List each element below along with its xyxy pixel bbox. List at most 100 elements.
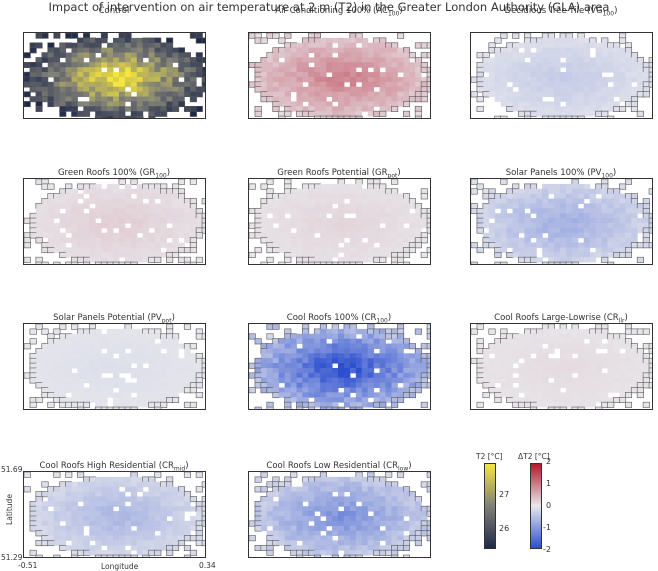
heatmap-cell bbox=[95, 402, 102, 408]
heatmap-cell bbox=[89, 506, 96, 512]
heatmap-cell bbox=[402, 338, 411, 345]
heatmap-cell bbox=[272, 515, 280, 522]
heatmap-cell bbox=[148, 392, 156, 398]
heatmap-cell bbox=[420, 357, 428, 364]
heatmap-cell bbox=[296, 47, 303, 54]
heatmap-cell bbox=[506, 367, 514, 374]
heatmap-cell bbox=[420, 193, 428, 200]
heatmap-cell bbox=[332, 358, 339, 364]
heatmap-cell bbox=[648, 222, 652, 229]
heatmap-cell bbox=[643, 76, 650, 83]
heatmap-cell bbox=[560, 353, 567, 359]
heatmap-cell bbox=[506, 377, 514, 384]
heatmap-cell bbox=[601, 76, 608, 83]
heatmap-cell bbox=[71, 520, 78, 527]
heatmap-cell bbox=[332, 62, 339, 68]
heatmap-cell bbox=[482, 203, 490, 210]
heatmap-cell bbox=[113, 72, 120, 78]
heatmap-cell bbox=[601, 387, 608, 393]
heatmap-cell bbox=[290, 358, 297, 364]
heatmap-cell bbox=[41, 377, 49, 384]
heatmap-cell bbox=[583, 333, 591, 340]
heatmap-cell bbox=[278, 222, 286, 229]
heatmap-cell bbox=[482, 193, 490, 200]
heatmap-cell bbox=[160, 496, 167, 502]
heatmap-cell bbox=[24, 242, 31, 249]
heatmap-cell bbox=[107, 520, 114, 527]
heatmap-cell bbox=[613, 42, 621, 49]
heatmap-cell bbox=[512, 401, 520, 408]
heatmap-cell bbox=[601, 218, 608, 224]
heatmap-cell bbox=[361, 353, 369, 359]
heatmap-cell bbox=[130, 338, 138, 345]
heatmap-cell bbox=[148, 101, 156, 107]
heatmap-cell bbox=[118, 111, 126, 117]
heatmap-cell bbox=[320, 198, 327, 204]
heatmap-cell bbox=[607, 101, 614, 107]
heatmap-cell bbox=[379, 198, 386, 204]
heatmap-cell bbox=[415, 232, 422, 239]
heatmap-cell bbox=[296, 511, 303, 517]
heatmap-cell bbox=[107, 91, 114, 97]
heatmap-cell bbox=[397, 515, 404, 522]
heatmap-cell bbox=[272, 33, 280, 39]
heatmap-cell bbox=[314, 515, 321, 522]
heatmap-cell bbox=[554, 203, 561, 209]
panel-title: Green Roofs Potential (GRpot) bbox=[277, 168, 401, 180]
heatmap-cell bbox=[136, 67, 144, 73]
heatmap-cell bbox=[349, 525, 357, 532]
heatmap-cell bbox=[397, 324, 405, 330]
heatmap-cell bbox=[302, 242, 309, 248]
heatmap-cell bbox=[101, 540, 108, 546]
heatmap-cell bbox=[332, 208, 339, 214]
heatmap-cell bbox=[302, 86, 309, 93]
heatmap-cell bbox=[266, 535, 274, 542]
heatmap-cell bbox=[308, 261, 316, 264]
heatmap-cell bbox=[524, 232, 531, 239]
heatmap-cell bbox=[624, 247, 633, 254]
heatmap-cell bbox=[136, 198, 144, 204]
heatmap-cell bbox=[471, 203, 478, 210]
heatmap-cell bbox=[101, 550, 108, 556]
heatmap-cell bbox=[385, 91, 392, 97]
heatmap-cell bbox=[29, 525, 37, 532]
heatmap-cell bbox=[53, 96, 61, 102]
heatmap-cell bbox=[266, 57, 274, 63]
heatmap-cell bbox=[397, 251, 405, 258]
heatmap-cell bbox=[89, 535, 96, 541]
heatmap-cell bbox=[577, 101, 585, 107]
heatmap-cell bbox=[500, 62, 508, 68]
heatmap-cell bbox=[284, 208, 292, 214]
heatmap-cell bbox=[355, 247, 363, 253]
heatmap-cell bbox=[107, 62, 114, 68]
heatmap-cell bbox=[355, 237, 363, 243]
heatmap-cell bbox=[83, 76, 90, 83]
heatmap-cell bbox=[506, 203, 514, 209]
heatmap-cell bbox=[189, 247, 197, 254]
heatmap-cell bbox=[278, 203, 286, 209]
heatmap-cell bbox=[343, 96, 351, 102]
heatmap-cell bbox=[47, 382, 55, 388]
heatmap-cell bbox=[601, 37, 609, 44]
heatmap-cell bbox=[536, 203, 543, 209]
heatmap-cell bbox=[530, 188, 537, 195]
heatmap-cell bbox=[284, 179, 292, 185]
heatmap-cell bbox=[142, 42, 150, 49]
heatmap-cell bbox=[59, 515, 67, 522]
heatmap-cell bbox=[308, 535, 315, 541]
heatmap-cell bbox=[530, 387, 537, 393]
heatmap-cell bbox=[601, 81, 608, 88]
heatmap-cell bbox=[107, 506, 114, 512]
heatmap-cell bbox=[118, 343, 126, 349]
heatmap-cell bbox=[361, 252, 369, 258]
heatmap-cell bbox=[415, 520, 422, 527]
heatmap-cell bbox=[506, 338, 514, 345]
heatmap-cell bbox=[636, 203, 644, 210]
heatmap-cell bbox=[403, 213, 410, 219]
heatmap-cell bbox=[302, 328, 310, 335]
heatmap-cells bbox=[24, 324, 205, 409]
heatmap-cell bbox=[349, 67, 357, 73]
heatmap-cell bbox=[184, 358, 191, 364]
heatmap-cell bbox=[47, 91, 55, 97]
heatmap-cell bbox=[408, 198, 416, 205]
